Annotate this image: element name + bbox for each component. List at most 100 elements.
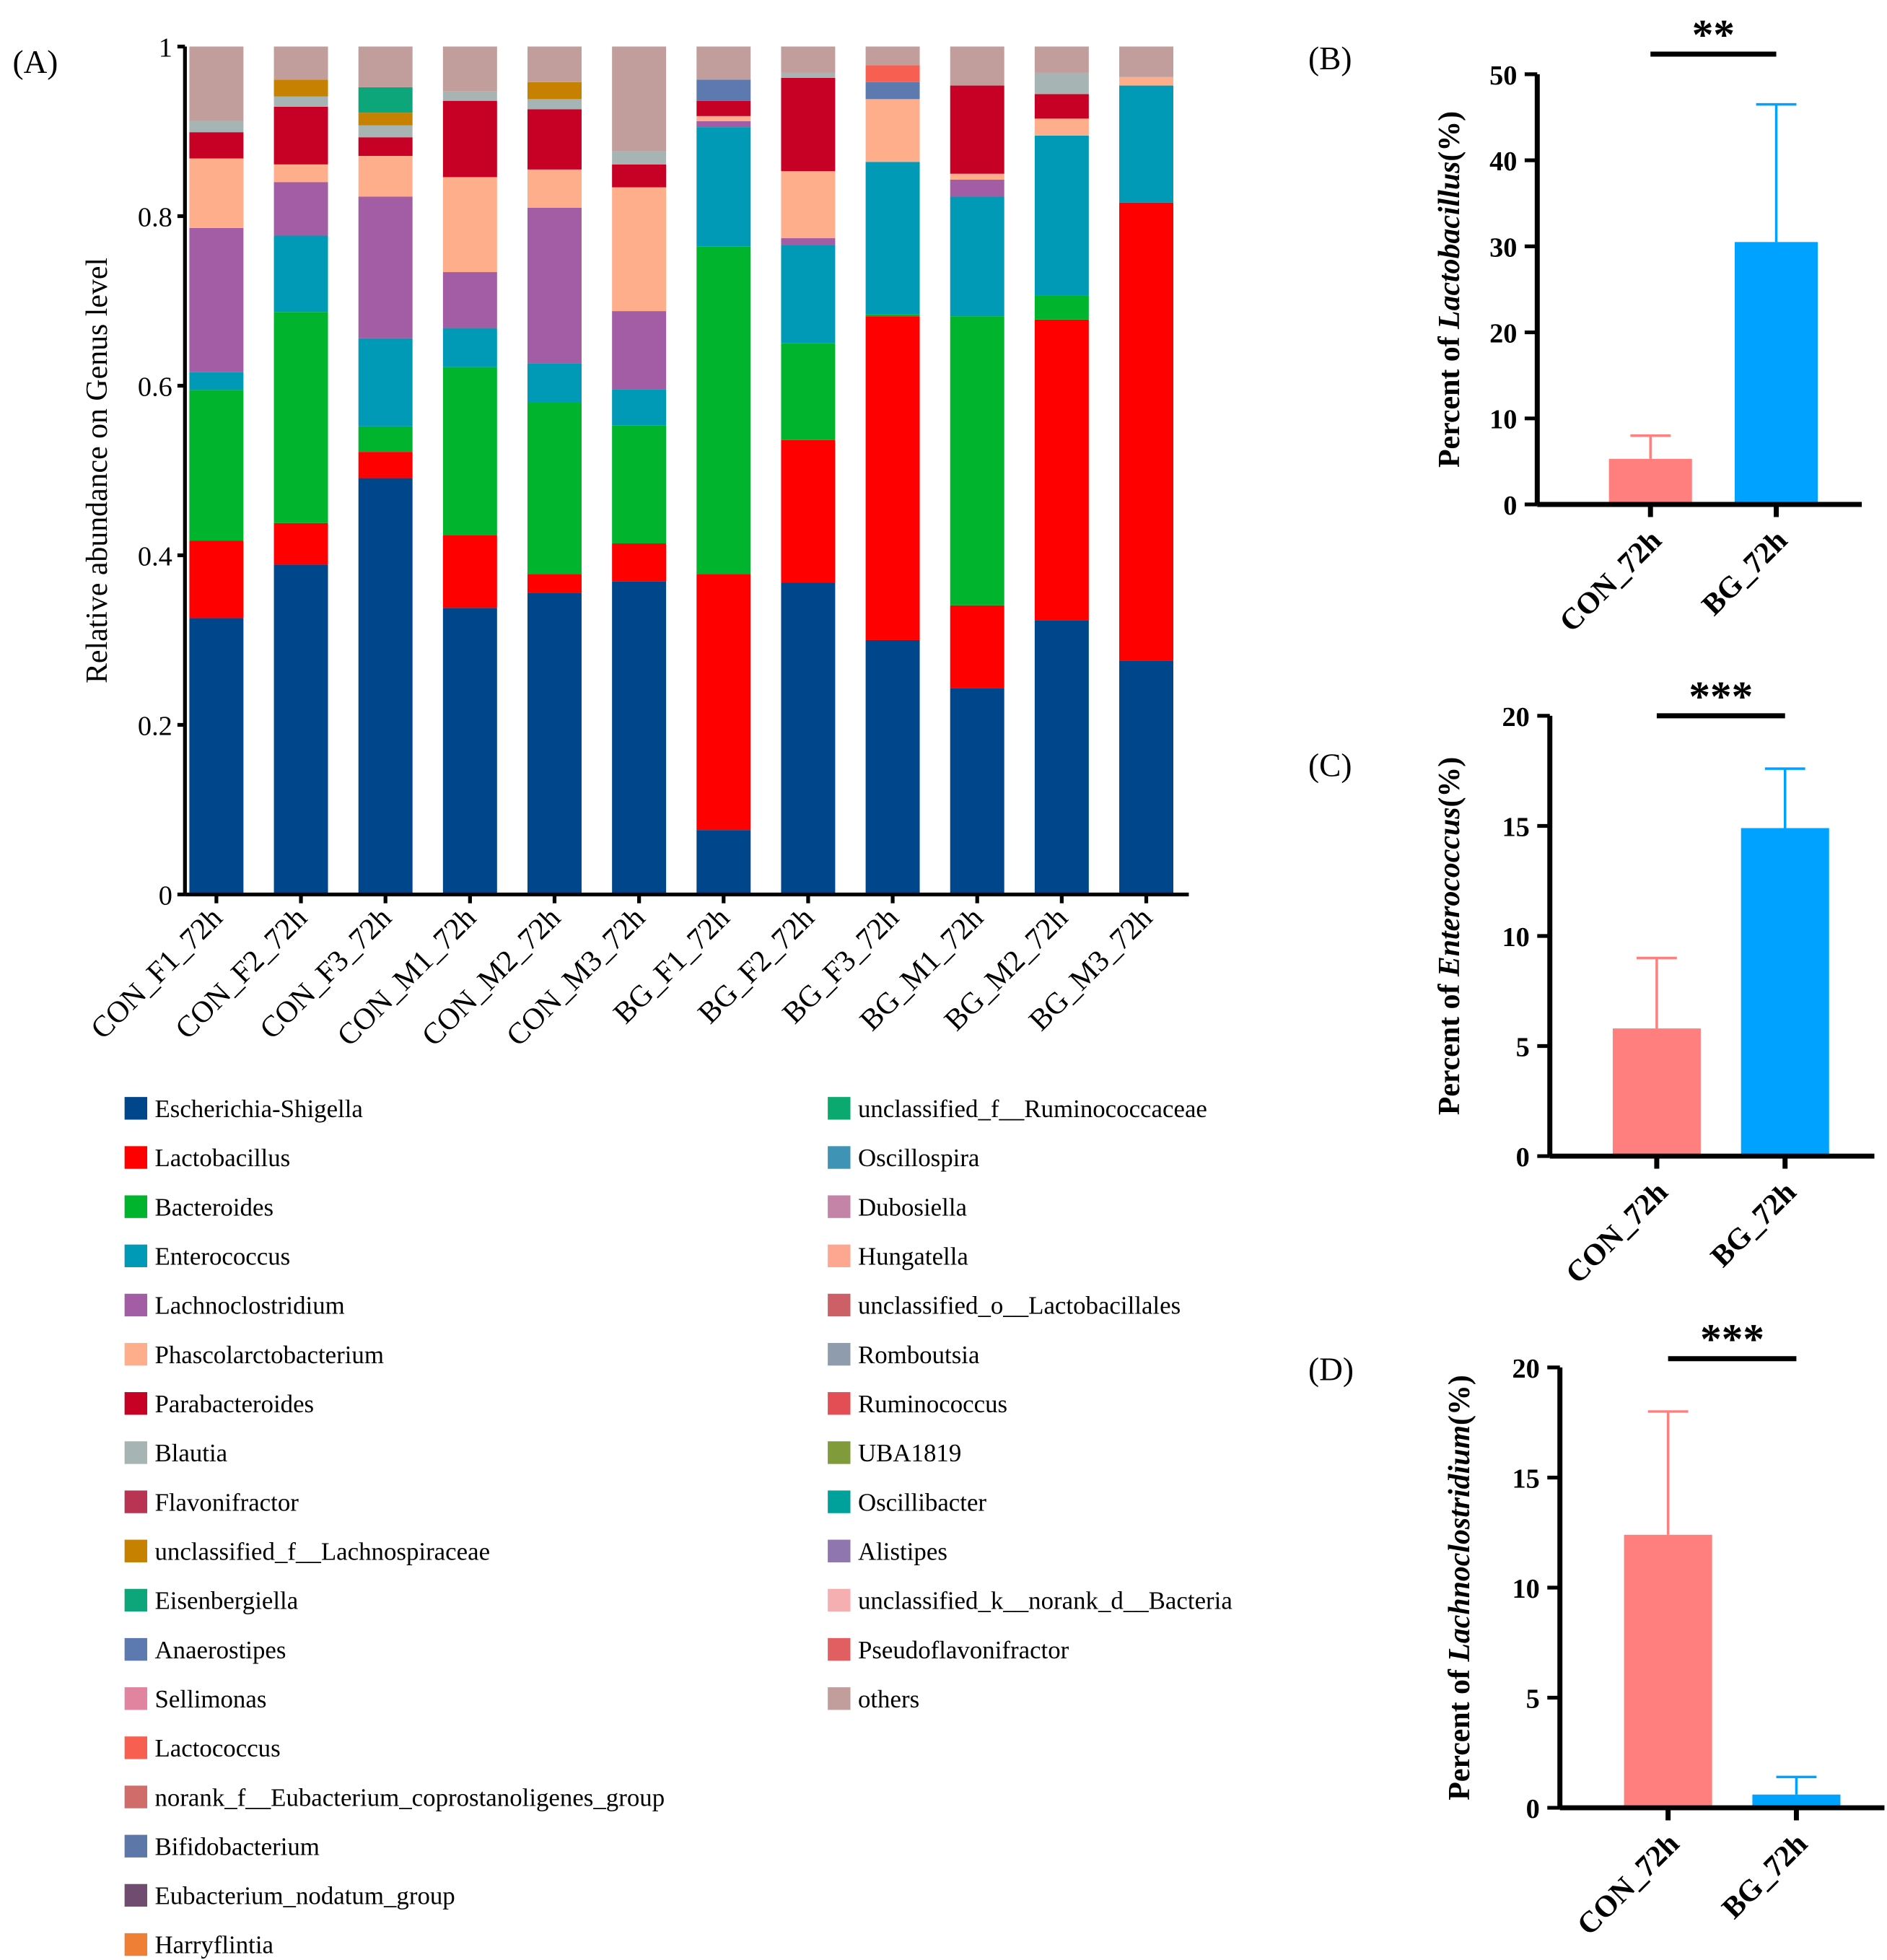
legend-item: Alistipes	[828, 1537, 947, 1565]
bar-segment	[358, 125, 413, 138]
legend-item: others	[828, 1685, 919, 1713]
bar-segment	[527, 363, 582, 403]
y-axis-label: Percent of Lachnoclostridium(%)	[1443, 1375, 1476, 1800]
bar-segment	[442, 91, 497, 101]
bar-segment	[527, 46, 582, 82]
legend-item: Blautia	[124, 1439, 227, 1467]
y-tick-label: 20	[1489, 319, 1517, 349]
bar-segment	[273, 106, 328, 165]
y-label-suffix: (%)	[1443, 1375, 1476, 1425]
bar-segment	[781, 77, 836, 172]
bar-segment	[781, 343, 836, 440]
legend-swatch	[828, 1392, 851, 1415]
legend-item: Lachnoclostridium	[124, 1292, 345, 1320]
x-tick-label: BG_72h	[1716, 1827, 1814, 1925]
bar-segment	[1119, 76, 1173, 86]
legend-label: Parabacteroides	[154, 1390, 314, 1418]
bar-segment	[950, 688, 1004, 895]
bar-BG_72h	[1752, 1794, 1841, 1808]
y-tick-label: 0	[159, 880, 172, 911]
legend-item: Romboutsia	[828, 1341, 979, 1369]
legend-item: unclassified_f__Ruminococcaceae	[828, 1095, 1207, 1123]
bar-segment	[1034, 620, 1089, 895]
x-tick-label: CON_72h	[1571, 1827, 1686, 1942]
stacked-bar-BG_M2_72h	[1034, 46, 1089, 895]
stacked-bar-BG_F2_72h	[781, 46, 836, 895]
bar-segment	[865, 82, 920, 100]
bar-segment	[865, 314, 920, 317]
legend-swatch	[828, 1342, 851, 1366]
bar-segment	[696, 574, 751, 831]
bar-BG_72h	[1741, 828, 1829, 1157]
bar-CON_72h	[1624, 1534, 1712, 1808]
legend-swatch	[828, 1146, 851, 1169]
bar-segment	[865, 99, 920, 162]
bar-segment	[950, 605, 1004, 688]
legend-label: Phascolarctobacterium	[154, 1341, 383, 1369]
bar-segment	[696, 121, 751, 128]
bar-segment	[189, 390, 244, 541]
bar-segment	[1034, 46, 1089, 73]
bar-segment	[442, 367, 497, 535]
panel-label: (B)	[1308, 40, 1352, 76]
legend-item: Bacteroides	[124, 1193, 273, 1221]
bar-segment	[612, 187, 667, 312]
legend-swatch	[828, 1490, 851, 1513]
legend-item: Bifidobacterium	[124, 1832, 320, 1860]
bar-chart-c: (C) CON_72h BG_72h 0 5 10 15 20 Percent of Enter…	[1308, 673, 1875, 1290]
legend-label: Dubosiella	[858, 1193, 967, 1221]
bar-segment	[696, 830, 751, 895]
bar-segment	[442, 100, 497, 178]
legend-label: Lactococcus	[154, 1734, 280, 1762]
bar-segment	[442, 272, 497, 328]
bar-segment	[612, 151, 667, 165]
bar-segment	[950, 179, 1004, 197]
y-label-prefix: Percent of	[1443, 1662, 1476, 1801]
y-tick-label: 0	[1503, 491, 1517, 521]
bar-segment	[1119, 85, 1173, 203]
legend-item: unclassified_o__Lactobacillales	[828, 1292, 1181, 1320]
legend-label: norank_f__Eubacterium_coprostanoligenes_…	[154, 1783, 665, 1811]
y-label-suffix: (%)	[1433, 111, 1466, 162]
legend-label: Eubacterium_nodatum_group	[154, 1882, 455, 1910]
legend-swatch	[828, 1441, 851, 1464]
legend-label: Escherichia-Shigella	[154, 1095, 362, 1123]
y-label-genus: Lactobacillus	[1433, 162, 1466, 330]
legend-item: Anaerostipes	[124, 1636, 286, 1664]
legend-swatch	[124, 1588, 148, 1612]
bar-segment	[189, 227, 244, 372]
legend-label: Sellimonas	[154, 1685, 266, 1713]
bar-segment	[781, 46, 836, 73]
legend-item: Hungatella	[828, 1242, 968, 1270]
legend-label: Ruminococcus	[858, 1390, 1007, 1418]
y-tick-label: 0.8	[138, 202, 172, 232]
bar-segment	[358, 338, 413, 426]
legend-item: Lactococcus	[124, 1734, 281, 1762]
stacked-bar-CON_F1_72h	[189, 46, 244, 895]
legend-item: Enterococcus	[124, 1242, 290, 1270]
x-tick-label: BG_72h	[1704, 1176, 1803, 1274]
bar-segment	[865, 65, 920, 82]
bar-chart-b: (B) CON_72h BG_72h 0 10 20 30 40 50 Percent of La…	[1308, 11, 1862, 639]
legend-label: Enterococcus	[154, 1242, 290, 1270]
bar-segment	[1034, 118, 1089, 136]
bar-segment	[612, 581, 667, 895]
bar-segment	[1034, 135, 1089, 296]
legend-swatch	[124, 1933, 148, 1956]
legend-swatch	[124, 1490, 148, 1513]
bar-segment	[273, 564, 328, 895]
bar-segment	[358, 87, 413, 113]
bar-segment	[527, 82, 582, 100]
legend-item: unclassified_k__norank_d__Bacteria	[828, 1587, 1233, 1615]
legend-swatch	[124, 1195, 148, 1218]
stacked-bar-CON_F3_72h	[358, 46, 413, 895]
legend-label: Eisenbergiella	[154, 1587, 298, 1615]
legend-label: UBA1819	[858, 1439, 961, 1467]
bar-segment	[781, 245, 836, 344]
bar-segment	[442, 608, 497, 895]
bar-segment	[442, 328, 497, 367]
legend-label: Romboutsia	[858, 1341, 980, 1369]
bar-segment	[1034, 319, 1089, 621]
y-label-genus: Enterococcus	[1433, 807, 1466, 977]
